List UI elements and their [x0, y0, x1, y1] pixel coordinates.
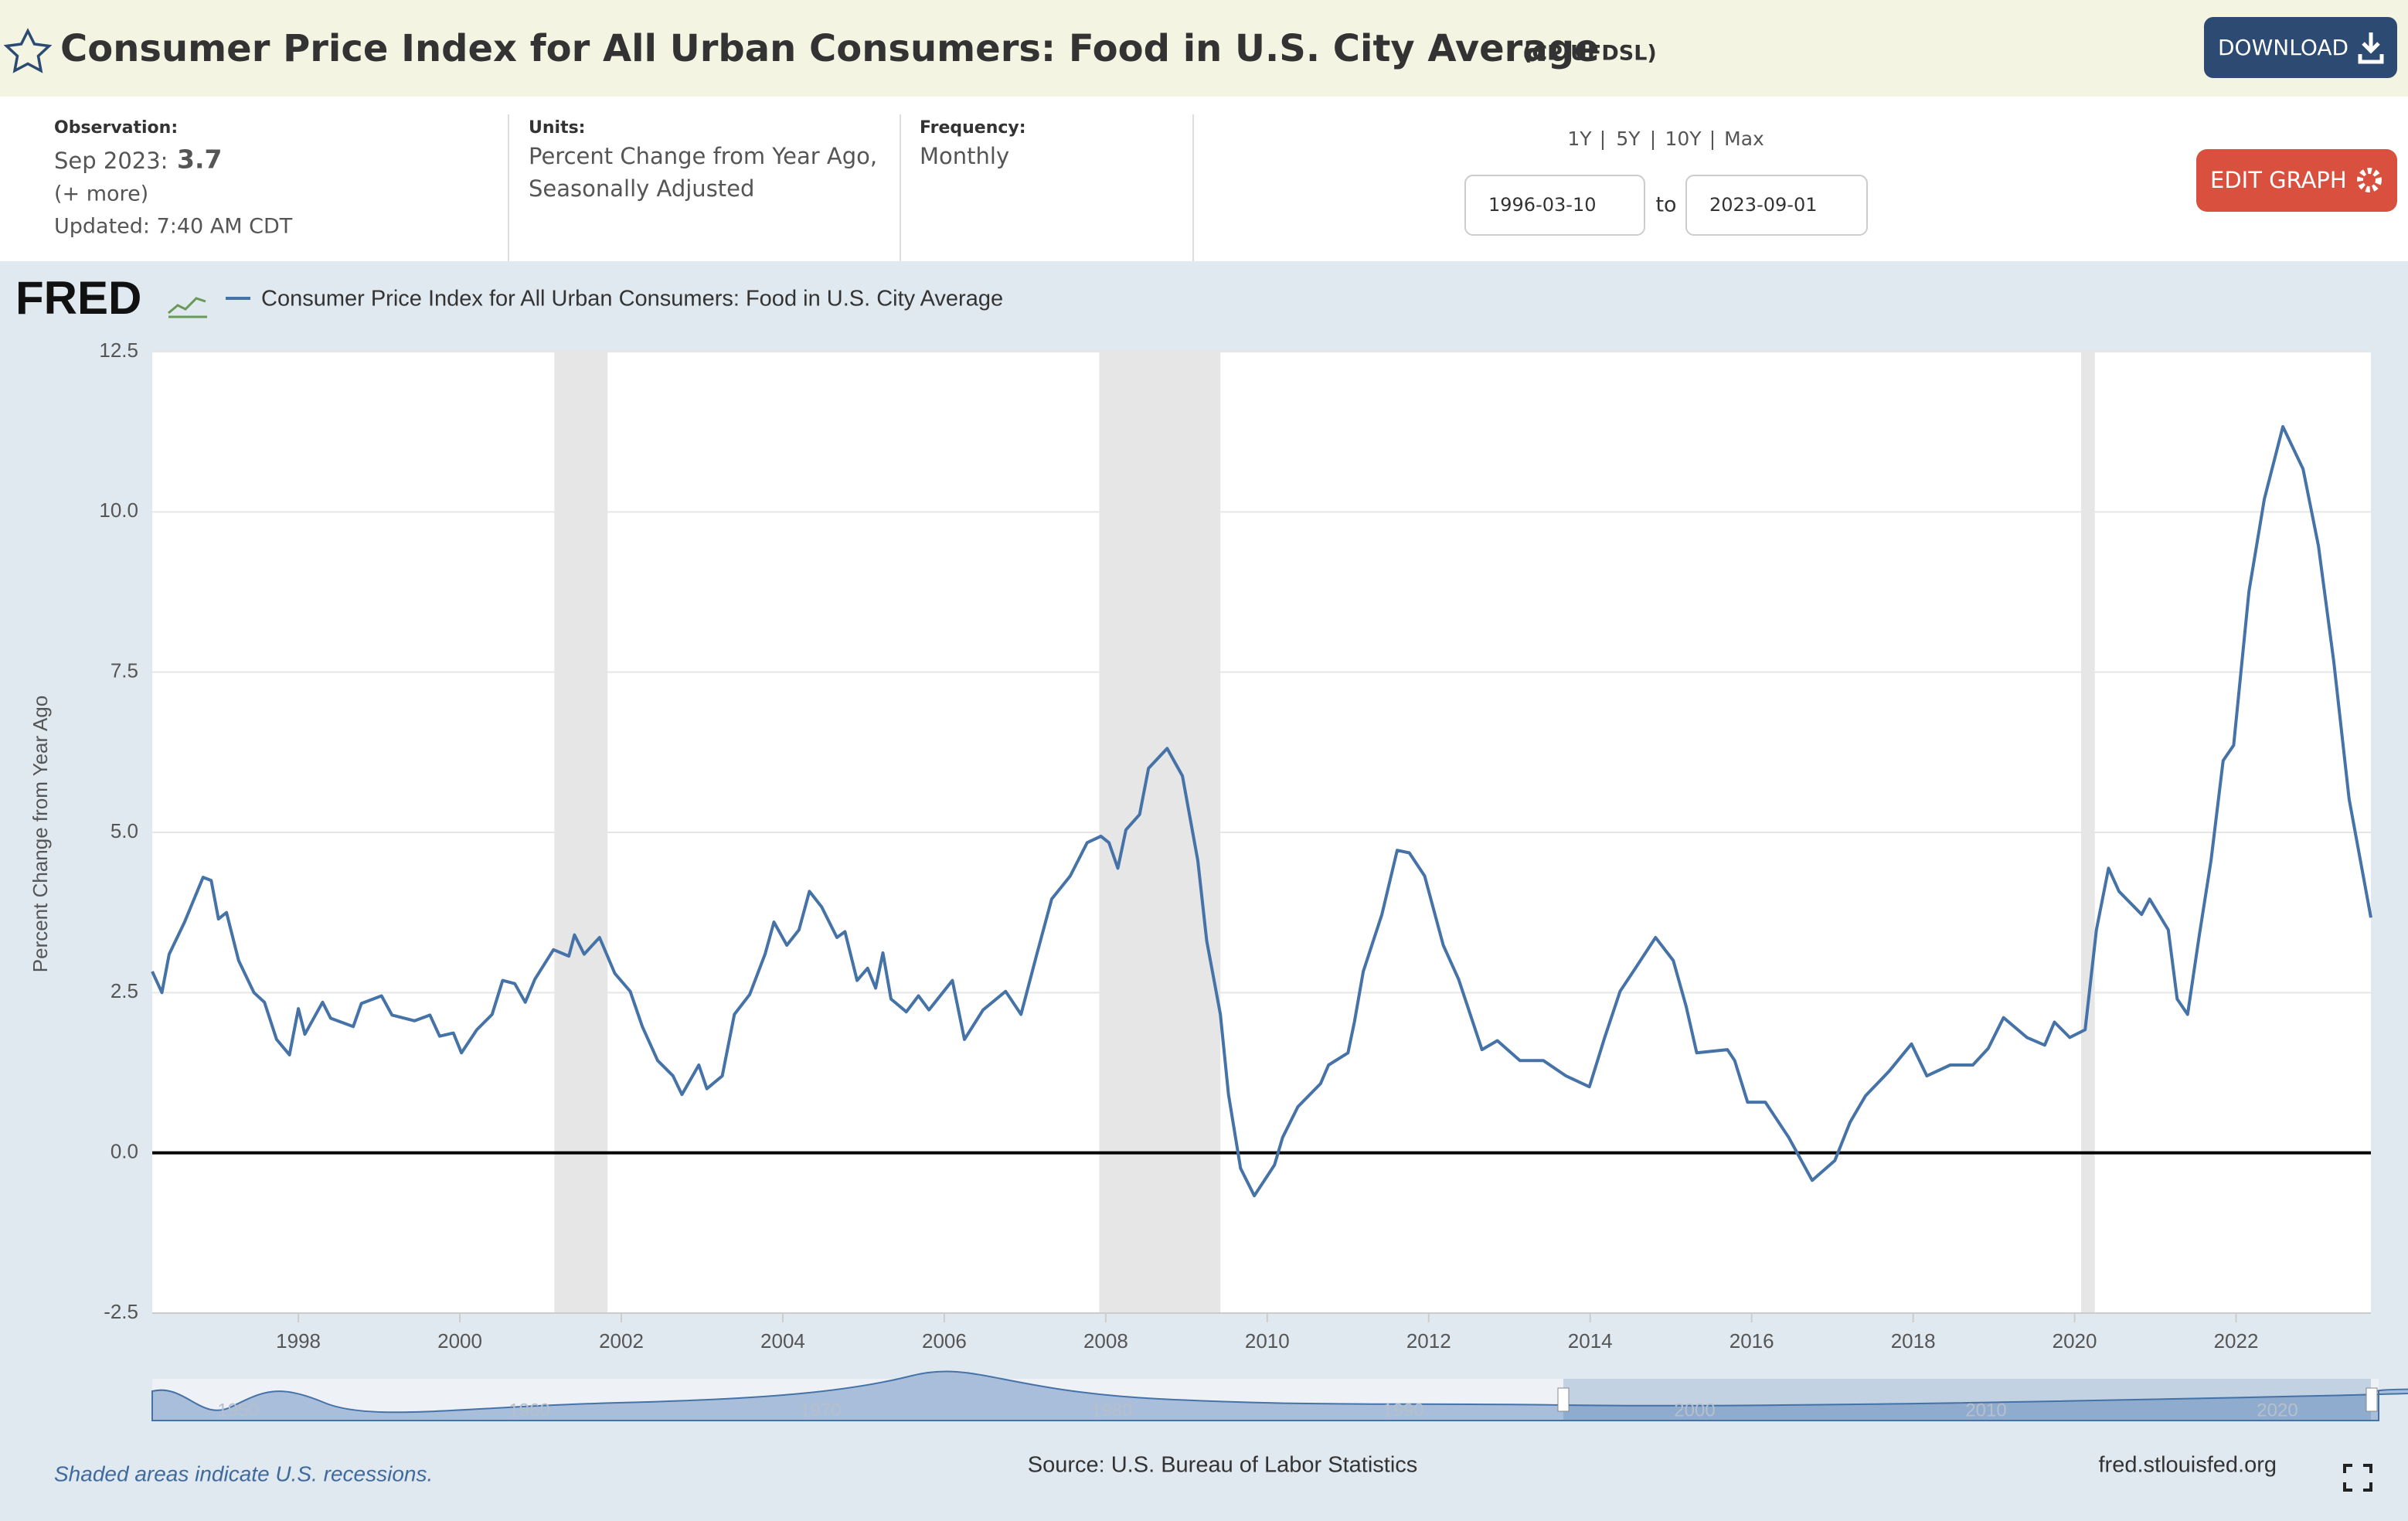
units-line: Percent Change from Year Ago,	[529, 143, 877, 169]
fred-logo: FRED	[15, 272, 141, 324]
x-tick-label: 2014	[1568, 1329, 1613, 1353]
navigator-selection[interactable]	[1563, 1379, 2371, 1421]
navigator-label: 2020	[2257, 1400, 2297, 1421]
x-tick-label: 2018	[1891, 1329, 1936, 1353]
navigator-handle[interactable]	[2365, 1387, 2378, 1412]
y-tick-label: -2.5	[104, 1300, 138, 1323]
y-axis-label: Percent Change from Year Ago	[29, 696, 52, 972]
navigator-label: 1980	[1091, 1400, 1132, 1421]
x-tick-label: 2010	[1245, 1329, 1290, 1353]
download-button[interactable]: DOWNLOAD	[2204, 17, 2397, 78]
range-separator: |	[1600, 128, 1606, 150]
y-tick-label: 12.5	[99, 339, 138, 362]
source: Source: U.S. Bureau of Labor Statistics	[1028, 1453, 1418, 1478]
x-tick-label: 2020	[2053, 1329, 2097, 1353]
navigator-label: 2000	[1674, 1400, 1715, 1421]
navigator[interactable]: 1950 1960 1970 1980 1990 2000 2010 2020	[151, 1370, 2408, 1421]
series-id: (CPIUFDSL)	[1522, 42, 1657, 66]
gear-icon	[2357, 168, 2382, 192]
download-bg	[2204, 17, 2397, 78]
navigator-handle[interactable]	[1557, 1387, 1570, 1412]
y-tick-label: 5.0	[111, 819, 138, 842]
x-tick-label: 2006	[922, 1329, 967, 1353]
range-1y[interactable]: 1Y	[1567, 128, 1592, 150]
download-label: DOWNLOAD	[2218, 35, 2348, 60]
legend-label: Consumer Price Index for All Urban Consu…	[261, 287, 1003, 311]
start-date: 1996-03-10	[1488, 194, 1596, 216]
units-label: Units:	[529, 118, 585, 138]
fullscreen-icon[interactable]	[2343, 1464, 2372, 1492]
navigator-label: 1960	[508, 1400, 549, 1421]
series-line	[151, 425, 2372, 1198]
recession-note: Shaded areas indicate U.S. recessions.	[54, 1461, 433, 1485]
y-tick-label: 0.0	[111, 1140, 138, 1163]
range-5y[interactable]: 5Y	[1616, 128, 1641, 150]
header-bar	[0, 0, 2408, 97]
observation-label: Observation:	[54, 118, 178, 138]
frequency-label: Frequency:	[920, 118, 1026, 138]
x-tick-label: 2000	[437, 1329, 482, 1353]
edit-bg	[2196, 149, 2397, 212]
download-icon	[2358, 32, 2384, 64]
page-title: Consumer Price Index for All Urban Consu…	[60, 27, 1600, 70]
navigator-label: 2010	[1965, 1400, 2006, 1421]
navigator-label: 1970	[800, 1400, 841, 1421]
edit-graph-button[interactable]: EDIT GRAPH	[2196, 149, 2397, 212]
site[interactable]: fred.stlouisfed.org	[2098, 1453, 2277, 1478]
x-tick-label: 2022	[2214, 1329, 2259, 1353]
x-tick-label: 2004	[760, 1329, 805, 1353]
to-label: to	[1655, 193, 1676, 217]
navigator-series	[151, 1370, 2408, 1421]
more-link[interactable]: (+ more)	[54, 182, 148, 206]
info-panel	[0, 97, 2408, 261]
edit-label: EDIT GRAPH	[2210, 167, 2347, 193]
navigator-label: 1990	[1383, 1400, 1423, 1421]
favorite-star[interactable]	[3, 28, 53, 73]
end-date-box[interactable]	[1685, 175, 1868, 236]
observation-date: Sep 2023:	[54, 148, 168, 174]
units-line: Seasonally Adjusted	[529, 175, 754, 202]
y-tick-label: 2.5	[111, 979, 138, 1002]
y-tick-label: 10.0	[99, 498, 138, 522]
x-tick-label: 2016	[1729, 1329, 1774, 1353]
range-separator: |	[1709, 128, 1716, 150]
updated: Updated: 7:40 AM CDT	[54, 215, 293, 239]
frequency: Monthly	[920, 143, 1009, 169]
start-date-box[interactable]	[1464, 175, 1645, 236]
navigator-label: 1950	[217, 1400, 258, 1421]
end-date: 2023-09-01	[1709, 194, 1817, 216]
observation-value: 3.7	[177, 145, 222, 175]
logo-icon	[168, 297, 207, 318]
x-tick-label: 2002	[599, 1329, 644, 1353]
x-tick-label: 2012	[1406, 1329, 1451, 1353]
range-10y[interactable]: 10Y	[1665, 128, 1702, 150]
range-max[interactable]: Max	[1724, 128, 1764, 150]
x-tick-label: 2008	[1083, 1329, 1128, 1353]
x-tick-label: 1998	[276, 1329, 321, 1353]
range-separator: |	[1650, 128, 1656, 150]
y-tick-label: 7.5	[111, 659, 138, 682]
